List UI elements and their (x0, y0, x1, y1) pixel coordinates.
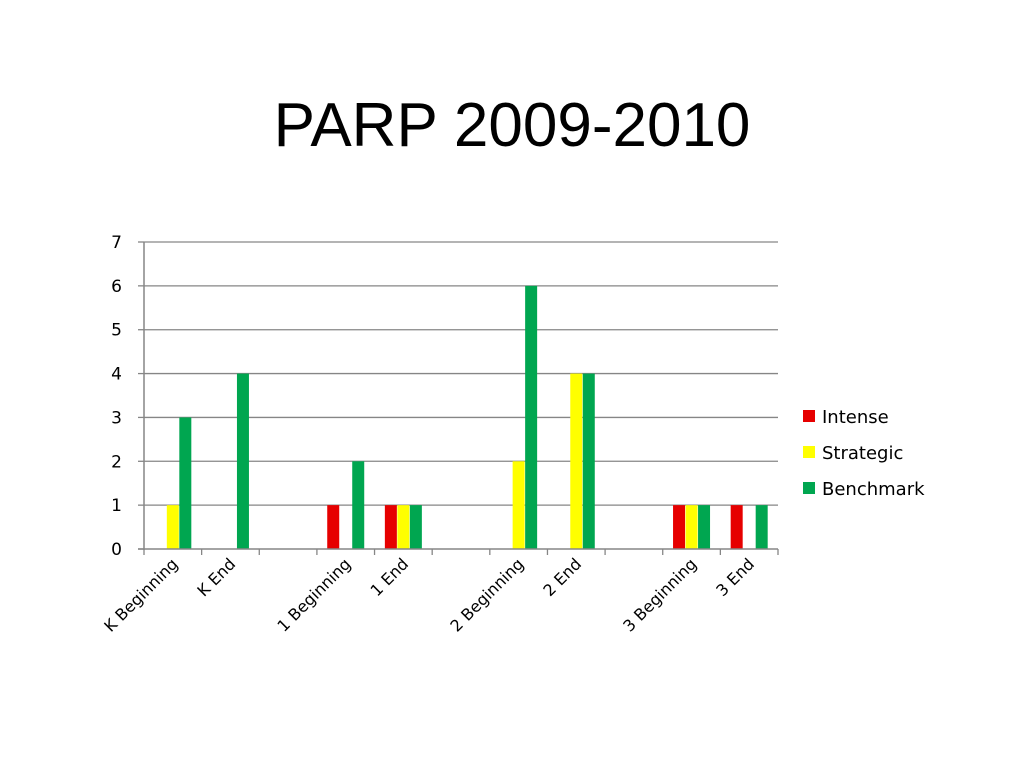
bar-strategic (397, 505, 410, 549)
slide-title: PARP 2009-2010 (273, 91, 751, 160)
category-label: 1 Beginning (273, 554, 354, 635)
bar-benchmark (525, 285, 538, 549)
bar-benchmark (582, 373, 595, 549)
bar-benchmark (352, 461, 365, 549)
bar-benchmark (409, 505, 422, 549)
legend: Intense Strategic Benchmark (803, 407, 925, 500)
category-label: 3 Beginning (619, 554, 700, 635)
bar-intense (730, 505, 743, 549)
gridlines (144, 241, 778, 506)
y-tick-label: 4 (111, 365, 122, 385)
y-tick-label: 5 (111, 321, 122, 341)
category-label: K End (193, 554, 239, 600)
category-label: 3 End (712, 554, 758, 600)
legend-label-intense: Intense (822, 407, 889, 428)
x-axis-ticks (143, 549, 779, 555)
legend-label-strategic: Strategic (822, 443, 903, 464)
bar-benchmark (698, 505, 711, 549)
bar-benchmark (179, 417, 192, 549)
bar-strategic (685, 505, 698, 549)
bar-strategic (512, 461, 525, 549)
category-label: 2 Beginning (446, 554, 527, 635)
legend-swatch-strategic (803, 446, 815, 458)
bar-strategic (166, 505, 179, 549)
legend-swatch-benchmark (803, 482, 815, 494)
bar-intense (384, 505, 397, 549)
y-tick-label: 0 (111, 540, 122, 560)
category-label: 1 End (366, 554, 412, 600)
bar-strategic (570, 373, 583, 549)
axes (138, 242, 778, 550)
category-label: 2 End (539, 554, 585, 600)
bar-intense (673, 505, 686, 549)
bars (166, 285, 768, 549)
legend-label-benchmark: Benchmark (822, 479, 925, 500)
bar-benchmark (755, 505, 768, 549)
y-tick-label: 7 (111, 233, 122, 253)
legend-swatch-intense (803, 410, 815, 422)
y-tick-label: 2 (111, 452, 122, 472)
y-tick-label: 1 (111, 496, 122, 516)
category-label: K Beginning (100, 554, 181, 635)
category-labels: K Beginning K End 1 Beginning 1 End 2 Beginn… (100, 554, 758, 635)
bar-intense (327, 505, 340, 549)
y-tick-label: 6 (111, 277, 122, 297)
bar-benchmark (236, 373, 249, 549)
y-axis-ticks: 0 1 2 3 4 5 6 7 (111, 233, 144, 560)
y-tick-label: 3 (111, 408, 122, 428)
